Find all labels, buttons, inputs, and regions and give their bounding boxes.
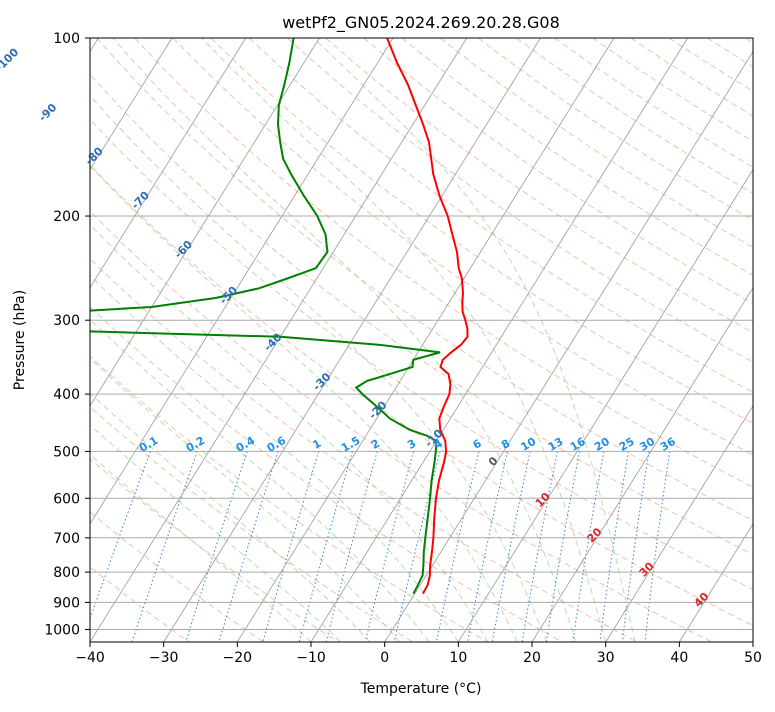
moist-adiabat <box>0 38 517 642</box>
mixing-ratio-label: 6 <box>471 437 484 452</box>
mixing-ratio-line <box>132 451 197 642</box>
mixing-ratio-line <box>219 451 278 642</box>
dry-adiabat <box>478 38 775 642</box>
x-tick-label: 10 <box>449 650 467 666</box>
mixing-ratio-line <box>645 451 670 642</box>
mixing-ratio-label: 1 <box>310 437 323 452</box>
isotherm-label: -40 <box>261 330 284 353</box>
dry-adiabat <box>669 38 775 642</box>
dry-adiabat <box>0 38 775 642</box>
background-lines <box>0 38 775 642</box>
dry-adiabat <box>0 38 338 642</box>
isotherm <box>532 38 775 642</box>
dry-adiabat <box>707 38 775 642</box>
y-tick-label: 700 <box>53 531 80 547</box>
isotherm <box>311 38 688 642</box>
x-tick-label: 40 <box>670 650 688 666</box>
y-tick-label: 800 <box>53 565 80 581</box>
x-axis-ticks: −40 −30 −20 −10 0 10 20 30 40 50 <box>75 642 762 666</box>
dry-adiabat <box>745 38 775 642</box>
moist-adiabat <box>0 38 311 642</box>
isotherm-label: 10 <box>533 490 553 510</box>
x-tick-label: −40 <box>75 650 105 666</box>
dry-adiabat <box>0 38 189 642</box>
y-axis-label: Pressure (hPa) <box>12 290 28 390</box>
x-tick-label: −20 <box>223 650 253 666</box>
mixing-ratio-label: 2 <box>369 437 382 452</box>
moist-adiabat <box>202 38 606 642</box>
mixing-ratio-line <box>82 451 151 642</box>
x-tick-label: 50 <box>744 650 762 666</box>
y-tick-label: 900 <box>53 595 80 611</box>
dry-adiabat <box>555 38 775 642</box>
mixing-ratio-line <box>365 451 413 642</box>
isotherm-label: 40 <box>692 590 712 610</box>
y-axis-ticks: 100 200 300 400 500 600 700 800 900 1000 <box>44 31 90 638</box>
isotherm <box>385 38 762 642</box>
mixing-ratio-label: 4 <box>432 437 445 452</box>
y-tick-label: 600 <box>53 491 80 507</box>
moist-adiabat <box>0 38 458 642</box>
isotherm-label: 20 <box>585 525 605 545</box>
isotherm <box>753 38 775 642</box>
dry-adiabat <box>440 38 775 642</box>
moist-adiabat <box>0 38 341 642</box>
dry-adiabat <box>287 38 775 642</box>
isotherm-label: -80 <box>83 144 106 167</box>
mixing-ratio-line <box>436 451 479 642</box>
isotherm-label: -60 <box>172 238 195 261</box>
y-tick-label: 500 <box>53 444 80 460</box>
y-tick-label: 200 <box>53 209 80 225</box>
isotherm-label: 0 <box>486 454 501 469</box>
x-tick-label: 0 <box>380 650 389 666</box>
dry-adiabat <box>59 38 775 642</box>
chart-title: wetPf2_GN05.2024.269.20.28.G08 <box>282 13 560 33</box>
moist-adiabat <box>0 38 488 642</box>
mixing-ratio-label: 3 <box>405 437 418 452</box>
x-axis-label: Temperature (°C) <box>360 681 482 697</box>
x-tick-label: −10 <box>296 650 326 666</box>
x-tick-label: 30 <box>597 650 615 666</box>
isotherm-label: -90 <box>36 101 59 124</box>
mixing-ratio-line <box>622 451 649 642</box>
y-tick-label: 400 <box>53 387 80 403</box>
dry-adiabat <box>0 38 488 642</box>
mixing-ratio-line <box>573 451 604 642</box>
mixing-ratio-label: 8 <box>499 437 512 452</box>
isotherm <box>679 38 775 642</box>
mixing-ratio-line <box>522 451 557 642</box>
y-tick-label: 300 <box>53 313 80 329</box>
isotherm <box>458 38 775 642</box>
mixing-ratio-line <box>468 451 508 642</box>
y-tick-label: 100 <box>53 31 80 47</box>
isotherm <box>164 38 541 642</box>
isotherm <box>16 38 393 642</box>
x-tick-label: −30 <box>149 650 179 666</box>
y-tick-label: 1000 <box>44 622 80 638</box>
isotherm <box>0 38 246 642</box>
mixing-ratio-line <box>186 451 247 642</box>
isotherm-label: -100 <box>0 45 21 74</box>
dry-adiabat <box>0 38 264 642</box>
x-tick-label: 20 <box>523 650 541 666</box>
